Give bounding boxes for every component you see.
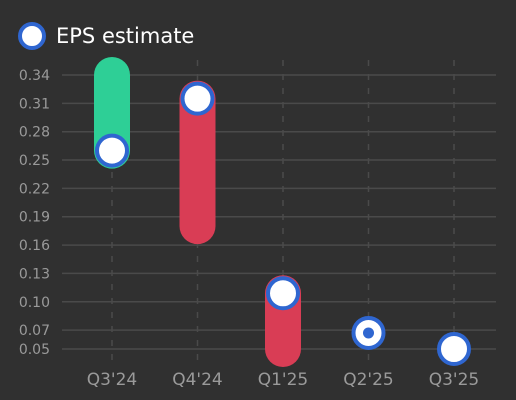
y-tick-label: 0.10: [19, 295, 50, 311]
x-tick-label: Q1'25: [258, 370, 309, 390]
legend: EPS estimate: [18, 18, 194, 54]
legend-marker-icon: [18, 22, 46, 50]
inline-dot: [363, 327, 374, 339]
y-tick-label: 0.34: [19, 68, 50, 84]
y-tick-label: 0.28: [19, 125, 50, 141]
x-tick-label: Q2'25: [343, 370, 394, 390]
y-tick-label: 0.05: [19, 342, 50, 358]
x-tick-label: Q3'25: [429, 370, 480, 390]
legend-label: EPS estimate: [56, 24, 195, 48]
estimate-marker: [437, 332, 471, 366]
estimate-marker: [95, 133, 129, 168]
y-tick-label: 0.07: [19, 323, 50, 339]
y-tick-label: 0.31: [19, 96, 50, 112]
y-tick-label: 0.22: [19, 181, 50, 197]
y-tick-label: 0.19: [19, 210, 50, 226]
y-tick-label: 0.13: [19, 266, 50, 282]
y-tick-label: 0.16: [19, 238, 50, 254]
x-tick-label: Q3'24: [87, 370, 138, 390]
x-tick-label: Q4'24: [172, 370, 223, 390]
estimate-marker: [180, 81, 215, 116]
estimate-marker: [266, 276, 300, 311]
y-tick-label: 0.25: [19, 153, 50, 169]
range-bar: [179, 80, 216, 245]
